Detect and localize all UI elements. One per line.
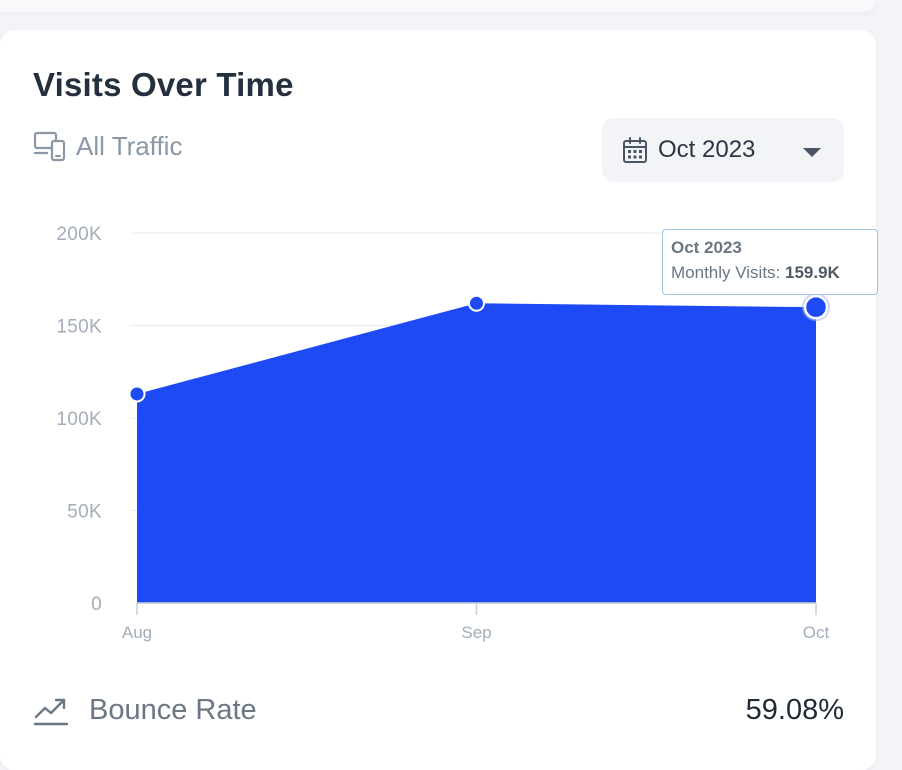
visits-area-chart: 0 50K 100K 150K 200K Aug Sep Oct	[56, 224, 830, 642]
y-tick-label: 100K	[56, 409, 102, 430]
y-tick-label: 150K	[56, 317, 102, 338]
chart-tooltip: Oct 2023 Monthly Visits: 159.9K	[662, 229, 878, 295]
data-point-oct	[803, 294, 829, 320]
tooltip-value: 159.9K	[785, 263, 840, 282]
calendar-icon	[623, 137, 647, 163]
bounce-rate-value: 59.08%	[745, 694, 844, 726]
x-tick-label: Aug	[122, 623, 152, 642]
devices-icon	[33, 131, 66, 162]
bounce-rate-label: Bounce Rate	[89, 694, 257, 726]
traffic-label: All Traffic	[76, 130, 183, 161]
data-point-sep	[468, 294, 485, 312]
visits-area	[137, 303, 816, 603]
x-tick-label: Oct	[803, 623, 830, 642]
tooltip-title: Oct 2023	[671, 238, 742, 257]
data-point-aug	[128, 385, 146, 403]
x-tick-label: Sep	[461, 623, 491, 642]
bounce-rate-row: Bounce Rate	[33, 694, 257, 727]
tooltip-label: Monthly Visits:	[671, 263, 781, 282]
y-tick-label: 0	[91, 594, 102, 615]
trend-chart-icon	[33, 698, 69, 725]
top-panel-edge	[0, 0, 876, 12]
y-tick-label: 50K	[67, 502, 102, 523]
chevron-down-icon	[803, 148, 821, 157]
traffic-filter: All Traffic	[33, 130, 182, 162]
y-tick-label: 200K	[56, 224, 102, 245]
date-select-label: Oct 2023	[658, 136, 756, 163]
card-title: Visits Over Time	[33, 66, 294, 103]
date-select[interactable]: Oct 2023	[602, 118, 844, 182]
